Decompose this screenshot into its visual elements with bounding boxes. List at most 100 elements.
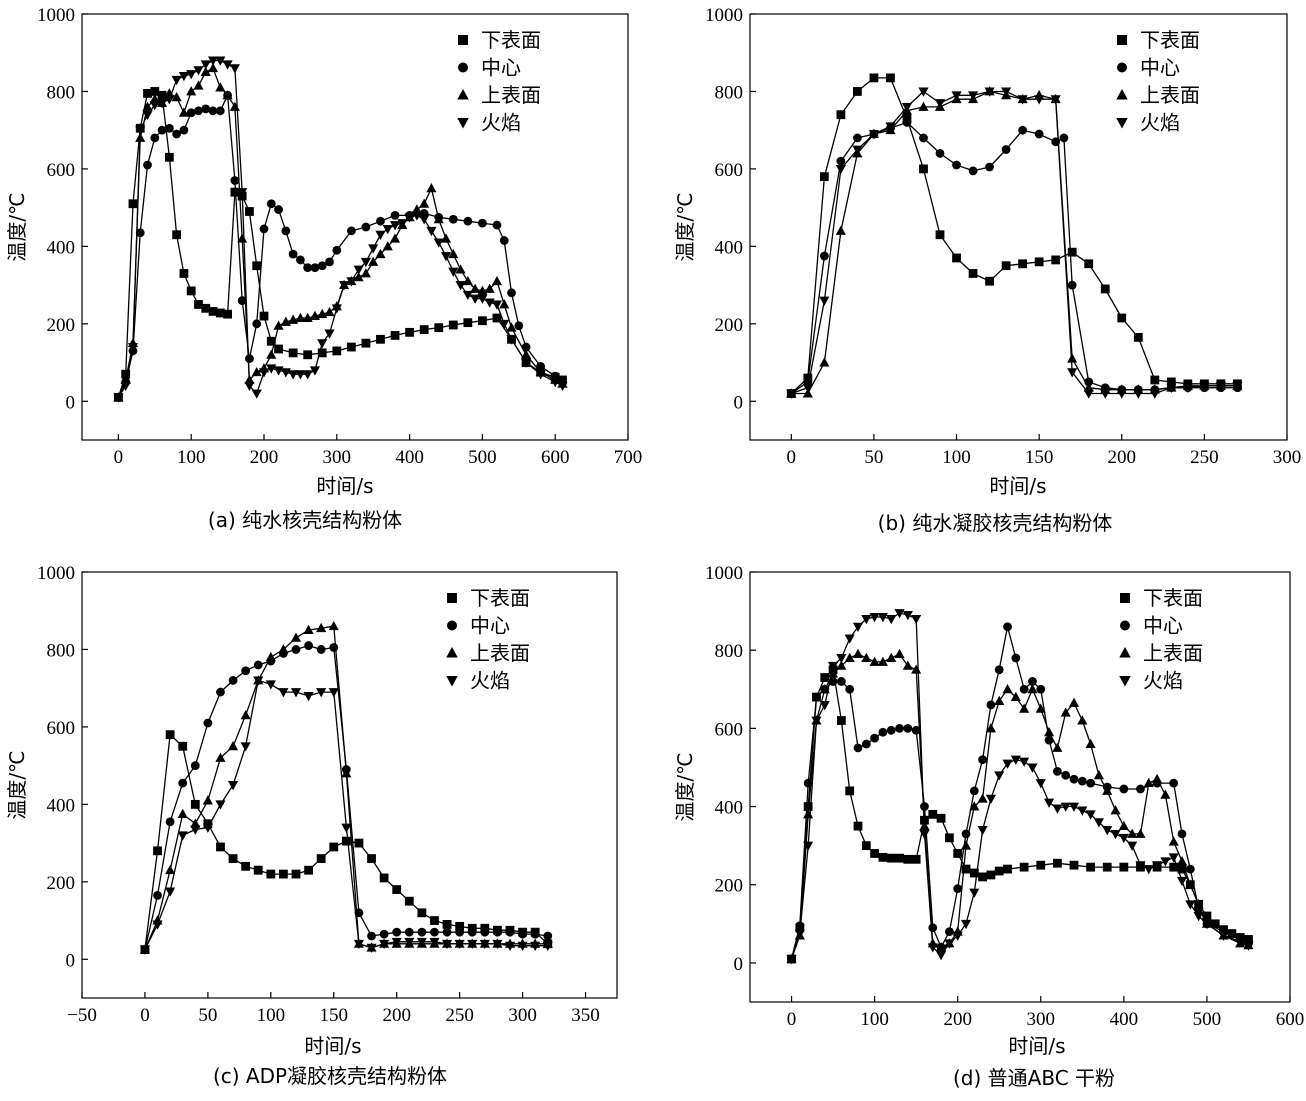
data-point — [886, 73, 895, 83]
data-point — [812, 692, 821, 702]
data-point — [506, 335, 517, 345]
legend-label: 中心 — [481, 56, 521, 80]
data-point — [215, 800, 226, 810]
data-point — [852, 145, 863, 155]
y-tick-label: 200 — [47, 873, 76, 894]
x-tick-label: 0 — [787, 447, 797, 468]
data-point — [382, 241, 393, 251]
data-point — [419, 325, 429, 335]
data-point — [1068, 802, 1080, 812]
y-tick-label: 1000 — [37, 5, 75, 26]
x-tick-label: 100 — [860, 1009, 889, 1030]
data-point — [1067, 368, 1078, 378]
data-point — [455, 264, 466, 274]
data-point — [492, 220, 502, 230]
data-point — [237, 233, 248, 243]
data-point — [135, 228, 145, 238]
data-point — [341, 836, 351, 846]
data-point — [802, 383, 813, 393]
data-point — [186, 70, 197, 80]
data-point — [179, 125, 189, 135]
data-point — [368, 256, 379, 266]
data-point — [1182, 383, 1193, 393]
data-point — [1168, 853, 1179, 863]
data-point — [506, 322, 517, 332]
data-point — [944, 927, 954, 937]
data-point — [936, 951, 947, 961]
data-point — [448, 248, 459, 259]
legend-marker — [1119, 647, 1131, 658]
data-point — [390, 210, 400, 220]
data-point — [1193, 912, 1204, 922]
data-point — [389, 221, 401, 231]
data-point — [178, 72, 189, 82]
y-tick-label: 1000 — [705, 5, 743, 26]
data-point — [368, 244, 379, 254]
data-point — [391, 937, 402, 948]
x-tick-label: 0 — [787, 1009, 797, 1030]
x-tick-label: 200 — [1108, 447, 1137, 468]
data-point — [135, 126, 146, 136]
y-tick-label: 200 — [715, 876, 744, 897]
data-point — [1027, 683, 1038, 694]
data-point — [845, 786, 855, 796]
data-point — [861, 614, 872, 625]
data-point — [505, 927, 515, 937]
y-tick-label: 800 — [715, 82, 744, 103]
data-point — [1135, 861, 1146, 871]
x-tick-label: 500 — [1193, 1009, 1222, 1030]
data-point — [303, 691, 314, 702]
data-point — [1019, 862, 1029, 872]
data-point — [252, 261, 262, 271]
series-triangle-down — [786, 87, 1243, 399]
data-point — [310, 263, 320, 273]
data-point — [150, 133, 160, 143]
data-point — [1051, 255, 1061, 265]
data-point — [836, 110, 846, 120]
data-point — [448, 267, 459, 277]
data-point — [861, 739, 871, 749]
data-point — [375, 230, 386, 241]
data-point — [1001, 87, 1012, 97]
data-point — [237, 296, 247, 305]
data-point — [251, 366, 262, 377]
data-point — [928, 809, 938, 819]
y-axis-label: 温度/℃ — [5, 750, 29, 819]
legend-marker — [458, 62, 468, 73]
data-point — [448, 320, 458, 330]
data-point — [1100, 389, 1111, 399]
data-point — [819, 172, 829, 182]
data-point — [530, 941, 541, 951]
x-tick-label: 600 — [541, 447, 570, 468]
data-point — [149, 93, 160, 104]
data-point — [295, 312, 306, 322]
data-point — [1003, 864, 1012, 874]
x-tick-label: 300 — [1273, 447, 1302, 468]
chart-panel-b: 0 50 100 150 200 250 300 0 200 400 600 800 1000 时间/s 温… — [653, 0, 1306, 550]
data-point — [1093, 769, 1104, 780]
legend-marker — [1116, 118, 1128, 129]
data-point — [1010, 691, 1021, 702]
data-point — [341, 768, 352, 778]
data-point — [1019, 757, 1030, 767]
data-point — [390, 331, 400, 340]
data-point — [316, 854, 326, 863]
data-point — [507, 288, 516, 298]
data-point — [281, 226, 291, 236]
data-point — [514, 321, 524, 331]
data-point — [1135, 828, 1146, 838]
data-point — [266, 336, 276, 346]
data-point — [1118, 820, 1129, 831]
data-point — [1201, 919, 1212, 930]
x-tick-label: 200 — [382, 1005, 411, 1026]
data-point — [853, 821, 863, 831]
data-point — [1119, 862, 1129, 872]
data-point — [274, 205, 283, 214]
data-point — [811, 716, 822, 726]
data-point — [201, 303, 211, 313]
data-point — [222, 60, 233, 70]
data-point — [164, 123, 174, 133]
data-point — [353, 939, 365, 950]
data-point — [1199, 381, 1210, 392]
data-point — [113, 393, 124, 403]
